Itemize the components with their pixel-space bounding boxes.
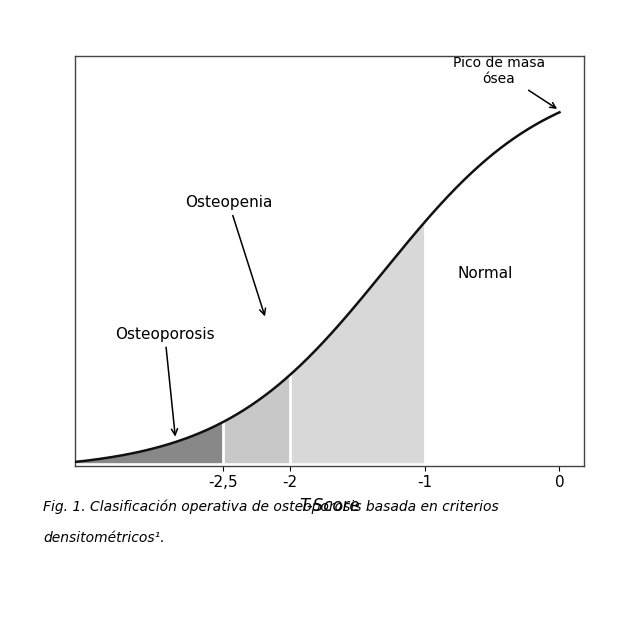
Text: Normal: Normal	[458, 266, 513, 281]
Text: Fig. 1. Clasificación operativa de osteoporosis basada en criterios: Fig. 1. Clasificación operativa de osteo…	[43, 500, 499, 514]
Text: Osteopenia: Osteopenia	[185, 195, 273, 315]
X-axis label: T-Score: T-Score	[299, 497, 360, 515]
Text: Osteoporosis: Osteoporosis	[115, 327, 215, 435]
Text: densitométricos¹.: densitométricos¹.	[43, 531, 165, 545]
Text: Pico de masa
ósea: Pico de masa ósea	[453, 56, 556, 108]
